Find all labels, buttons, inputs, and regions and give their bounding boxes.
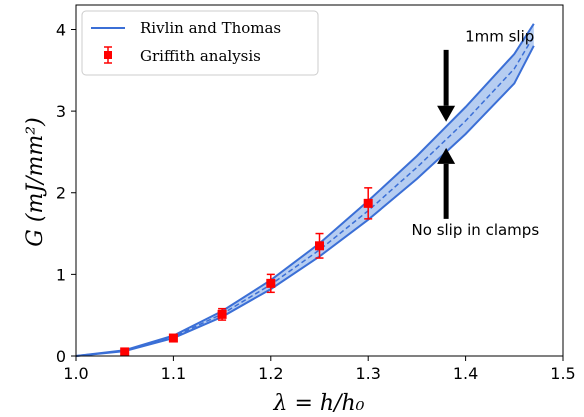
plot-frame [75,4,564,357]
data-point-marker [120,347,130,357]
annotation-label: 1mm slip [465,28,534,46]
y-tick-label: 1 [56,265,66,284]
legend-box [81,10,319,76]
arrow-head [437,105,456,122]
x-tick-label: 1.4 [453,364,478,383]
legend-marker-swatch [104,51,112,59]
data-point-marker [315,241,324,251]
y-tick-label: 4 [56,20,66,39]
y-tick-label: 3 [56,102,66,121]
y-tick-label: 2 [56,184,66,203]
annotation-label: No slip in clamps [412,221,540,239]
data-point-marker [168,333,178,343]
legend: Rivlin and Thomas Griffith analysis [81,10,319,76]
axis-ticks: 1.0 1.1 1.2 1.3 1.4 1.5 0 1 2 3 4 [56,20,576,383]
legend-label-griffith: Griffith analysis [140,47,261,65]
x-tick-label: 1.3 [355,364,380,383]
data-point-marker [217,309,227,319]
x-tick-label: 1.1 [161,364,186,383]
band-mid-dashed-line [75,35,535,357]
x-tick-label: 1.0 [63,364,88,383]
x-tick-label: 1.2 [258,364,283,383]
data-point-marker [363,198,373,208]
legend-label-rivlin: Rivlin and Thomas [140,19,281,37]
x-tick-label: 1.5 [550,364,575,383]
y-axis-title: G (mJ/mm²) [23,117,48,246]
data-point-marker [266,278,276,288]
plot-content [75,23,535,357]
annotations: 1mm slip No slip in clamps [412,28,540,239]
x-axis-title: λ = h/h₀ [273,391,365,416]
arrow-head [437,147,456,164]
y-tick-label: 0 [56,347,66,366]
